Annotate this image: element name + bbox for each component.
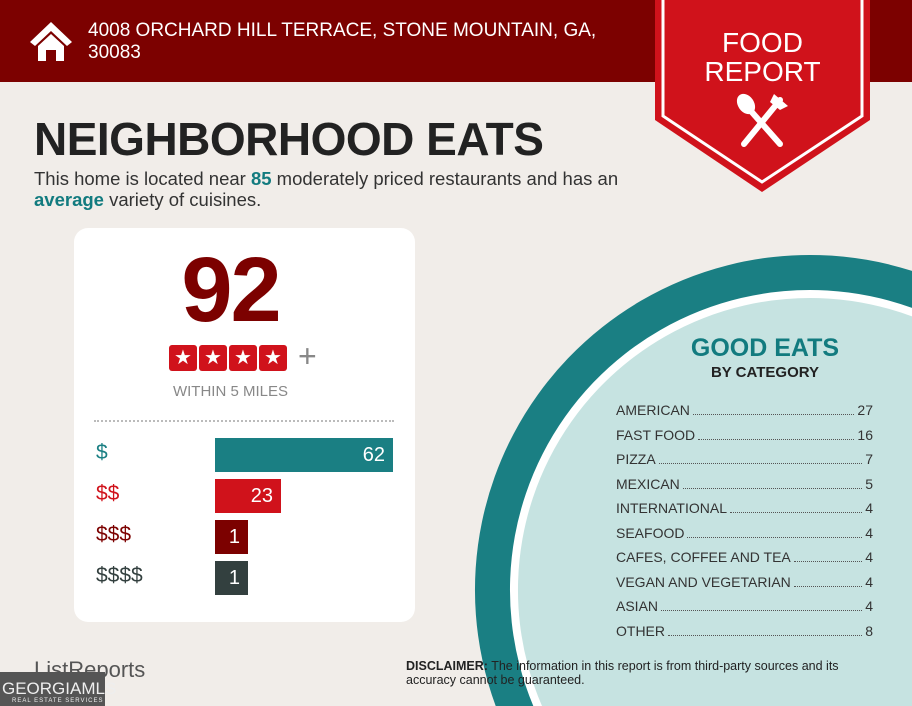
category-list: AMERICAN 27 FAST FOOD 16 PIZZA 7 MEXICAN 5 INTER…	[616, 398, 873, 643]
category-row: INTERNATIONAL 4	[616, 496, 873, 521]
good-eats-subtitle: BY CATEGORY	[710, 364, 820, 381]
category-name: PIZZA	[616, 451, 656, 468]
category-row: PIZZA 7	[616, 447, 873, 472]
price-level-bar: 1	[215, 561, 248, 595]
category-row: VEGAN AND VEGETARIAN 4	[616, 570, 873, 595]
plus-sign: +	[298, 338, 317, 374]
category-count: 27	[857, 402, 873, 419]
category-row: OTHER 8	[616, 619, 873, 644]
category-row: FAST FOOD 16	[616, 423, 873, 448]
category-name: INTERNATIONAL	[616, 500, 727, 517]
disclaimer: DISCLAIMER: The information in this repo…	[406, 659, 839, 687]
dot-leader	[668, 626, 863, 636]
category-row: AMERICAN 27	[616, 398, 873, 423]
badge-line2: REPORT	[704, 56, 821, 87]
score-value: 92	[181, 239, 281, 341]
category-row: ASIAN 4	[616, 594, 873, 619]
category-name: OTHER	[616, 622, 665, 639]
category-name: AMERICAN	[616, 402, 690, 419]
category-count: 4	[865, 524, 873, 541]
category-row: MEXICAN 5	[616, 472, 873, 497]
divider	[94, 420, 394, 422]
price-level-bar: 62	[215, 438, 393, 472]
good-eats-heading: GOOD EATS BY CATEGORY	[640, 334, 890, 381]
price-level-label: $	[96, 441, 108, 464]
price-level-label: $$$	[96, 523, 132, 546]
star-icon: ★	[169, 345, 197, 371]
price-level-label: $$$$	[96, 564, 143, 587]
star-icon: ★	[199, 345, 227, 371]
house-icon	[30, 22, 72, 61]
dot-leader	[729, 503, 863, 514]
category-count: 8	[865, 622, 873, 639]
star-rating: ★ ★ ★ ★	[169, 345, 287, 371]
category-name: FAST FOOD	[616, 426, 696, 443]
star-icon: ★	[229, 345, 257, 371]
within-label: WITHIN 5 MILES	[172, 383, 288, 400]
category-row: SEAFOOD 4	[616, 521, 873, 546]
inner-light-circle	[517, 297, 912, 706]
price-level-bar: 23	[215, 479, 282, 513]
category-count: 7	[865, 451, 873, 468]
dot-leader	[687, 528, 863, 538]
dot-leader	[692, 405, 855, 416]
variety-level: average	[34, 189, 104, 210]
price-level-label: $$	[96, 482, 120, 505]
category-name: CAFES, COFFEE AND TEA	[616, 549, 791, 566]
badge-text: FOOD REPORT	[655, 28, 870, 86]
dot-leader	[658, 454, 863, 465]
dot-leader	[661, 601, 863, 612]
category-count: 16	[857, 426, 873, 443]
category-count: 5	[865, 475, 873, 492]
category-count: 4	[865, 598, 873, 615]
food-report-badge	[655, 0, 870, 192]
good-eats-title: GOOD EATS	[690, 334, 840, 362]
category-name: ASIAN	[616, 598, 659, 615]
address: 4008 ORCHARD HILL TERRACE, STONE MOUNTAI…	[88, 20, 597, 63]
restaurant-count: 85	[250, 168, 272, 189]
dot-leader	[698, 430, 855, 440]
category-name: VEGAN AND VEGETARIAN	[616, 573, 791, 590]
dot-leader	[682, 479, 863, 489]
price-level-bar: 1	[215, 520, 248, 554]
category-row: CAFES, COFFEE AND TEA 4	[616, 545, 873, 570]
georgia-mls-logo: GEORGIAMLS REAL ESTATE SERVICES	[0, 672, 116, 706]
category-count: 4	[865, 500, 873, 517]
spoon-fork-icon	[736, 93, 788, 147]
page-title: NEIGHBORHOOD EATS	[34, 113, 544, 165]
dot-leader	[793, 552, 863, 563]
category-name: SEAFOOD	[616, 524, 685, 541]
dot-leader	[793, 577, 863, 587]
star-icon: ★	[259, 345, 287, 371]
category-count: 4	[865, 549, 873, 566]
score-card: 92 ★ ★ ★ ★ + WITHIN 5 MILES $62 $$ 23 $$$ 1 $$$$…	[74, 228, 415, 622]
category-count: 4	[865, 573, 873, 590]
badge-line1: FOOD	[722, 27, 803, 58]
summary: This home is located near 85 moderately …	[34, 168, 619, 210]
category-name: MEXICAN	[616, 475, 680, 492]
